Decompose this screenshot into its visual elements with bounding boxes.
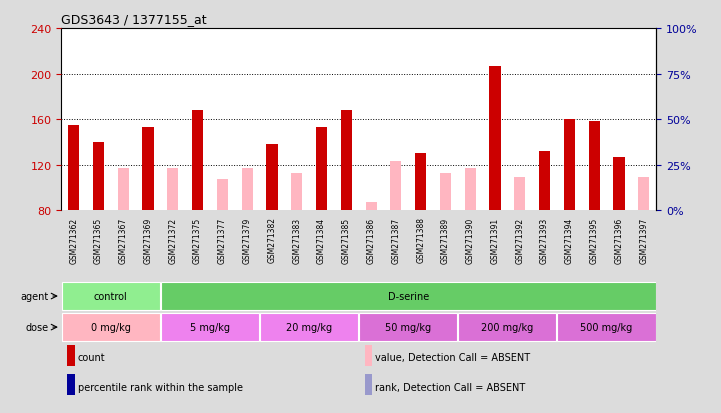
Text: percentile rank within the sample: percentile rank within the sample bbox=[78, 382, 243, 392]
Bar bbox=[161, 313, 259, 342]
Bar bbox=[614, 157, 624, 211]
Bar bbox=[143, 128, 154, 211]
Text: agent: agent bbox=[21, 291, 49, 301]
Bar bbox=[514, 178, 526, 211]
Bar bbox=[62, 282, 160, 311]
Bar bbox=[365, 374, 372, 396]
Text: control: control bbox=[94, 291, 128, 301]
Bar bbox=[291, 173, 302, 211]
Text: 50 mg/kg: 50 mg/kg bbox=[385, 322, 431, 332]
Bar bbox=[564, 120, 575, 211]
Text: rank, Detection Call = ABSENT: rank, Detection Call = ABSENT bbox=[376, 382, 526, 392]
Bar bbox=[557, 313, 655, 342]
Bar bbox=[464, 169, 476, 211]
Bar bbox=[366, 203, 376, 211]
Bar bbox=[217, 180, 228, 211]
Bar bbox=[68, 126, 79, 211]
Bar bbox=[67, 374, 75, 396]
Text: 200 mg/kg: 200 mg/kg bbox=[482, 322, 534, 332]
Bar bbox=[365, 345, 372, 366]
Bar bbox=[316, 128, 327, 211]
Text: dose: dose bbox=[26, 322, 49, 332]
Text: count: count bbox=[78, 353, 105, 363]
Text: 20 mg/kg: 20 mg/kg bbox=[286, 322, 332, 332]
Text: 0 mg/kg: 0 mg/kg bbox=[91, 322, 131, 332]
Bar bbox=[192, 111, 203, 211]
Bar bbox=[242, 169, 253, 211]
Bar bbox=[588, 122, 600, 211]
Bar bbox=[266, 145, 278, 211]
Text: 5 mg/kg: 5 mg/kg bbox=[190, 322, 230, 332]
Bar bbox=[167, 169, 178, 211]
Text: 500 mg/kg: 500 mg/kg bbox=[580, 322, 632, 332]
Text: GDS3643 / 1377155_at: GDS3643 / 1377155_at bbox=[61, 13, 207, 26]
Bar bbox=[390, 162, 402, 211]
Bar bbox=[539, 152, 550, 211]
Bar bbox=[161, 282, 655, 311]
Text: value, Detection Call = ABSENT: value, Detection Call = ABSENT bbox=[376, 353, 531, 363]
Bar bbox=[459, 313, 557, 342]
Bar bbox=[93, 142, 104, 211]
Bar bbox=[67, 345, 75, 366]
Bar bbox=[415, 154, 426, 211]
Bar bbox=[260, 313, 358, 342]
Bar bbox=[490, 66, 500, 211]
Bar bbox=[359, 313, 457, 342]
Bar bbox=[62, 313, 160, 342]
Text: D-serine: D-serine bbox=[388, 291, 429, 301]
Bar bbox=[638, 178, 650, 211]
Bar bbox=[440, 173, 451, 211]
Bar bbox=[341, 111, 352, 211]
Bar bbox=[118, 169, 129, 211]
